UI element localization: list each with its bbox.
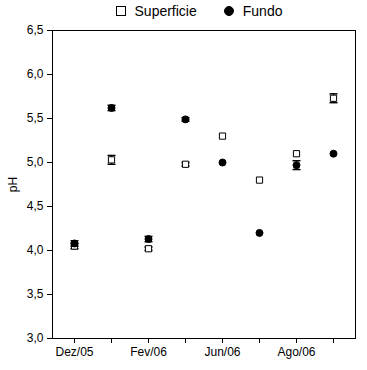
svg-text:Fev/06: Fev/06 bbox=[130, 345, 167, 359]
html-text:Superficie: Superficie bbox=[134, 3, 197, 19]
svg-text:pH: pH bbox=[6, 177, 20, 192]
svg-text:Jun/06: Jun/06 bbox=[204, 345, 240, 359]
svg-text:Ago/06: Ago/06 bbox=[277, 345, 315, 359]
svg-text:4,0: 4,0 bbox=[27, 243, 44, 257]
svg-text:6,0: 6,0 bbox=[27, 67, 44, 81]
svg-text:3,5: 3,5 bbox=[27, 287, 44, 301]
html-text:Fundo: Fundo bbox=[242, 3, 283, 19]
svg-text:5,5: 5,5 bbox=[27, 111, 44, 125]
svg-text:5,0: 5,0 bbox=[27, 155, 44, 169]
svg-text:6,5: 6,5 bbox=[27, 23, 44, 37]
svg-text:Dez/05: Dez/05 bbox=[55, 345, 93, 359]
svg-text:4,5: 4,5 bbox=[27, 199, 44, 213]
svg-text:3,0: 3,0 bbox=[27, 331, 44, 345]
